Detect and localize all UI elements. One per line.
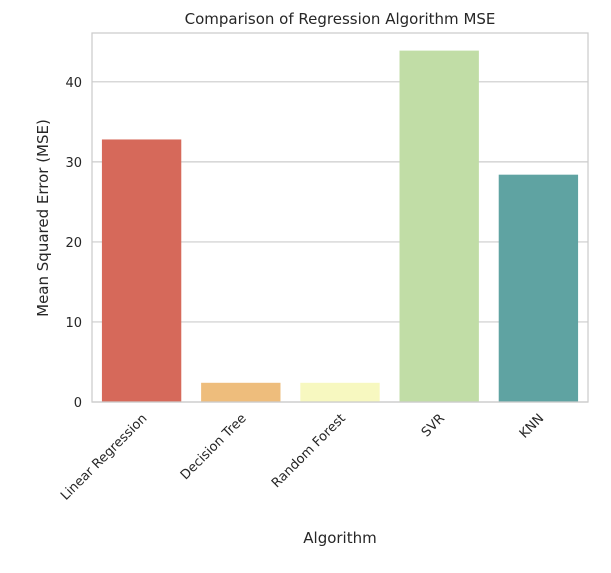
y-tick-label: 0 <box>74 396 82 411</box>
bar <box>498 174 579 402</box>
x-tick-label: Random Forest <box>269 411 349 491</box>
x-tick-label: SVR <box>419 411 448 440</box>
bar <box>399 50 479 402</box>
y-tick-label: 40 <box>65 76 82 91</box>
y-tick-label: 30 <box>65 156 82 171</box>
plot-frame <box>91 32 589 403</box>
chart-title: Comparison of Regression Algorithm MSE <box>185 10 496 28</box>
x-tick-label: Linear Regression <box>58 411 150 503</box>
y-tick-label: 20 <box>65 236 82 251</box>
x-tick-label: KNN <box>517 411 547 441</box>
bar <box>101 139 182 402</box>
y-axis-label: Mean Squared Error (MSE) <box>34 119 52 317</box>
x-tick-label: Decision Tree <box>178 411 250 483</box>
y-tick-label: 10 <box>65 316 82 331</box>
bar <box>201 382 281 402</box>
bar <box>300 382 380 402</box>
x-axis-label: Algorithm <box>303 529 376 547</box>
